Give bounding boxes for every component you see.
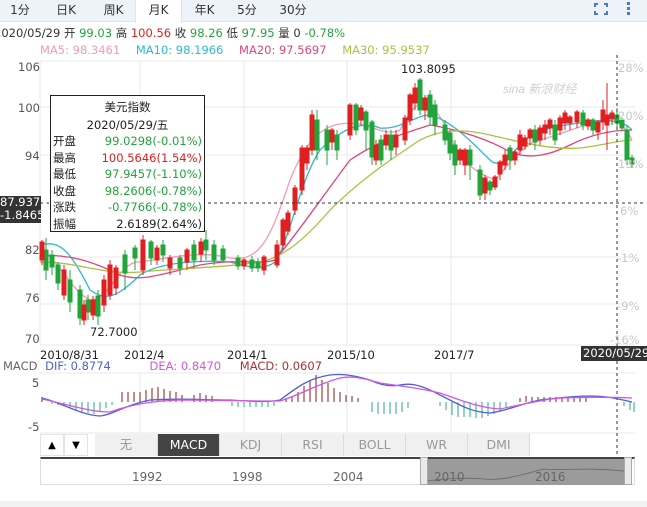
candles [39, 78, 635, 325]
ma5-legend: MA5: 98.3461 [40, 43, 121, 57]
dif-value: DIF: 0.8774 [45, 359, 111, 373]
ma30-legend: MA30: 95.9537 [342, 43, 430, 57]
crosshair-price-label: 87.9373 -1.8465% [0, 195, 56, 223]
ma-legend: MA5: 98.3461 MA10: 98.1966 MA20: 97.5697… [40, 43, 442, 57]
y-right-tick: 20% [618, 109, 644, 123]
info-volume: 0 [293, 26, 301, 40]
y-tick: 100 [18, 101, 40, 115]
navigator-label: 2016 [535, 470, 566, 484]
x-tick: 2015/10 [327, 348, 375, 362]
info-date: 2020/05/29 [0, 26, 61, 40]
y-right-tick: -1% [617, 251, 640, 265]
navigator-label: 2010 [434, 470, 465, 484]
x-tick: 2010/8/31 [40, 348, 99, 362]
ohlc-info-line: 2020/05/29 开 99.03 高 100.56 收 98.26 低 97… [0, 25, 345, 41]
tab-indicator-none[interactable]: 无 [95, 434, 158, 456]
tab-5min[interactable]: 5分 [237, 3, 257, 17]
macd-legend: MACD DIF: 0.8774 DEA: 0.8470 MACD: 0.060… [3, 359, 323, 373]
y-right-tick: -16% [610, 333, 640, 347]
y-right-tick: -9% [617, 299, 640, 313]
y-tick: 94 [25, 149, 40, 163]
min-annotation: 72.7000 [90, 325, 138, 339]
footer-bar [0, 501, 647, 507]
y-right-tick: 13% [618, 157, 644, 171]
tab-indicator-wr[interactable]: WR [406, 434, 468, 456]
period-tabbar: 1分 日K 周K 月K 年K 5分 30分 [0, 0, 647, 23]
tooltip-row-high: 最高 100.5646(1.54%) [53, 150, 202, 165]
info-change: -0.78% [304, 26, 346, 40]
macd-y-tick: 5 [32, 376, 40, 390]
sina-watermark: sina 新浪财经 [503, 82, 578, 96]
info-close: 98.26 [189, 26, 223, 40]
navigator-label: 1992 [132, 470, 163, 484]
x-tick: 2012/4 [124, 348, 165, 362]
y-tick: 70 [25, 332, 40, 346]
tooltip-row-close: 收盘 98.2606(-0.78%) [53, 183, 202, 198]
fullscreen-icon[interactable] [594, 3, 608, 15]
ma20-legend: MA20: 97.5697 [239, 43, 327, 57]
crosshair-date-label: 2020/05/29 [581, 346, 647, 361]
tab-30min[interactable]: 30分 [279, 3, 307, 17]
tooltip-title: 美元指数 [104, 100, 151, 114]
navigator-selection[interactable] [423, 457, 625, 485]
ma10-legend: MA10: 98.1966 [135, 43, 224, 57]
down-arrow-button[interactable]: ▼ [64, 434, 88, 456]
info-high: 100.56 [130, 26, 172, 40]
tooltip-row-open: 开盘 99.0298(-0.01%) [53, 134, 202, 148]
tooltip-row-low: 最低 97.9457(-1.10%) [53, 167, 202, 181]
more-vertical-icon[interactable] [627, 2, 631, 16]
info-open: 99.03 [79, 26, 113, 40]
navigator-left-handle[interactable] [420, 457, 428, 485]
tab-indicator-macd[interactable]: MACD [158, 434, 220, 456]
navigator-label: 1998 [232, 470, 263, 484]
y-right-tick: 28% [618, 61, 644, 75]
y-tick: 106 [18, 60, 40, 74]
max-annotation: 103.8095 [401, 62, 456, 76]
navigator-label: 2004 [333, 470, 364, 484]
dif-line [41, 373, 633, 417]
info-low: 97.95 [241, 26, 275, 40]
tab-daily-k[interactable]: 日K [56, 3, 76, 17]
up-arrow-button[interactable]: ▲ [40, 434, 64, 456]
x-tick: 2017/7 [434, 348, 475, 362]
y-right-tick: 6% [620, 204, 639, 218]
tab-indicator-rsi[interactable]: RSI [282, 434, 344, 456]
tab-indicator-boll[interactable]: BOLL [344, 434, 406, 456]
tooltip-row-change: 涨跌 -0.7766(-0.78%) [53, 200, 202, 214]
tab-yearly-k[interactable]: 年K [194, 3, 215, 17]
macd-value: MACD: 0.0607 [239, 359, 323, 373]
dea-line [41, 376, 633, 413]
macd-neg-bars [51, 402, 635, 418]
tab-1min[interactable]: 1分 [10, 3, 30, 17]
tooltip-row-amplitude: 振幅 2.6189(2.64%) [53, 216, 202, 231]
tab-indicator-kdj[interactable]: KDJ [220, 434, 282, 456]
macd-y-tick: -5 [28, 420, 40, 434]
dea-value: DEA: 0.8470 [149, 359, 222, 373]
x-tick: 2014/1 [227, 348, 268, 362]
y-tick: 82 [25, 243, 40, 257]
tab-weekly-k[interactable]: 周K [103, 3, 124, 17]
tab-indicator-dmi[interactable]: DMI [468, 434, 530, 456]
ohlc-tooltip: 美元指数 2020/05/29/五 开盘 99.0298(-0.01%) 最高 10… [50, 95, 205, 232]
tooltip-date: 2020/05/29/五 [86, 118, 169, 132]
navigator-right-handle[interactable] [624, 457, 632, 485]
tab-monthly-k[interactable]: 月K [135, 0, 182, 23]
y-tick: 76 [25, 291, 40, 305]
